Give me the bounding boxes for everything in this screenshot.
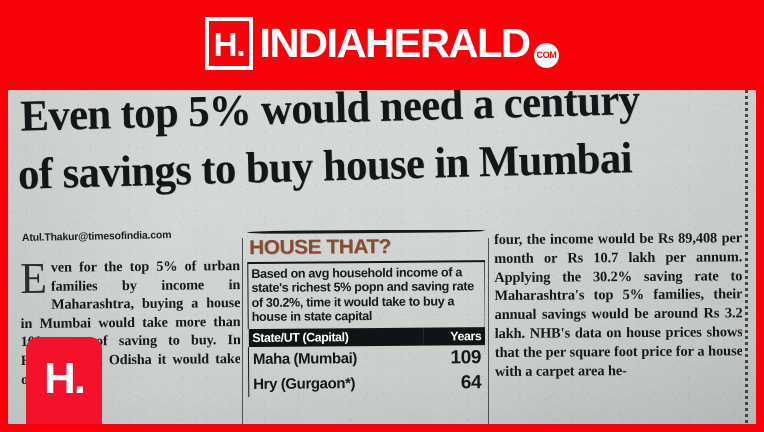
infobox-top-rule	[247, 230, 485, 234]
logo-dotcom-badge: COM	[533, 42, 559, 68]
logo-mark-label: H.	[213, 25, 246, 63]
header-banner: H. INDIAHERALD COM	[0, 0, 764, 90]
headline-line-2: of savings to buy house in Mumbai	[17, 133, 633, 199]
house-that-infobox: HOUSE THAT? Based on avg household incom…	[247, 230, 485, 397]
infobox-table-head: State/UT (Capital) Years	[248, 327, 485, 347]
column-divider-2	[488, 238, 489, 424]
cell-years: 64	[424, 370, 485, 396]
infobox-column: HOUSE THAT? Based on avg household incom…	[247, 230, 485, 424]
column-divider-1	[242, 238, 243, 424]
logo-wordmark: INDIAHERALD	[259, 19, 531, 66]
column-header-years: Years	[424, 327, 485, 346]
indiaherald-logo[interactable]: H. INDIAHERALD COM	[205, 16, 559, 70]
cell-state: Maha (Mumbai)	[248, 345, 425, 372]
cell-state: Hry (Gurgaon*)	[248, 370, 425, 397]
infobox-table-body: Maha (Mumbai) 109 Hry (Gurgaon*) 64	[248, 345, 485, 397]
infobox-title: HOUSE THAT?	[249, 235, 392, 259]
logo-mark-icon: H.	[205, 16, 254, 70]
article-headline: Even top 5% would need a century of savi…	[8, 90, 751, 200]
clipping-dotted-edge	[745, 90, 748, 424]
frame-right-edge	[756, 90, 764, 432]
table-row: Maha (Mumbai) 109	[248, 345, 485, 372]
infobox-data-table: State/UT (Capital) Years Maha (Mumbai) 1…	[248, 327, 485, 397]
frame-left-edge	[0, 90, 8, 432]
cell-years: 109	[424, 345, 485, 371]
watermark-label: H.	[44, 353, 86, 403]
right-column: four, the income would be Rs 89,408 per …	[494, 230, 742, 424]
right-column-body: four, the income would be Rs 89,408 per …	[494, 230, 742, 380]
article-byline: Atul.Thakur@timesofindia.com	[21, 230, 172, 244]
drop-cap: E	[19, 253, 48, 303]
newspaper-clipping: Even top 5% would need a century of savi…	[8, 90, 756, 424]
infobox-description: Based on avg household income of a state…	[247, 261, 485, 329]
column-header-state: State/UT (Capital)	[248, 327, 425, 347]
table-row: Hry (Gurgaon*) 64	[248, 370, 485, 397]
footer-red-bar	[0, 424, 764, 432]
table-header-row: State/UT (Capital) Years	[248, 327, 485, 347]
indiaherald-watermark-badge: H.	[26, 337, 102, 432]
